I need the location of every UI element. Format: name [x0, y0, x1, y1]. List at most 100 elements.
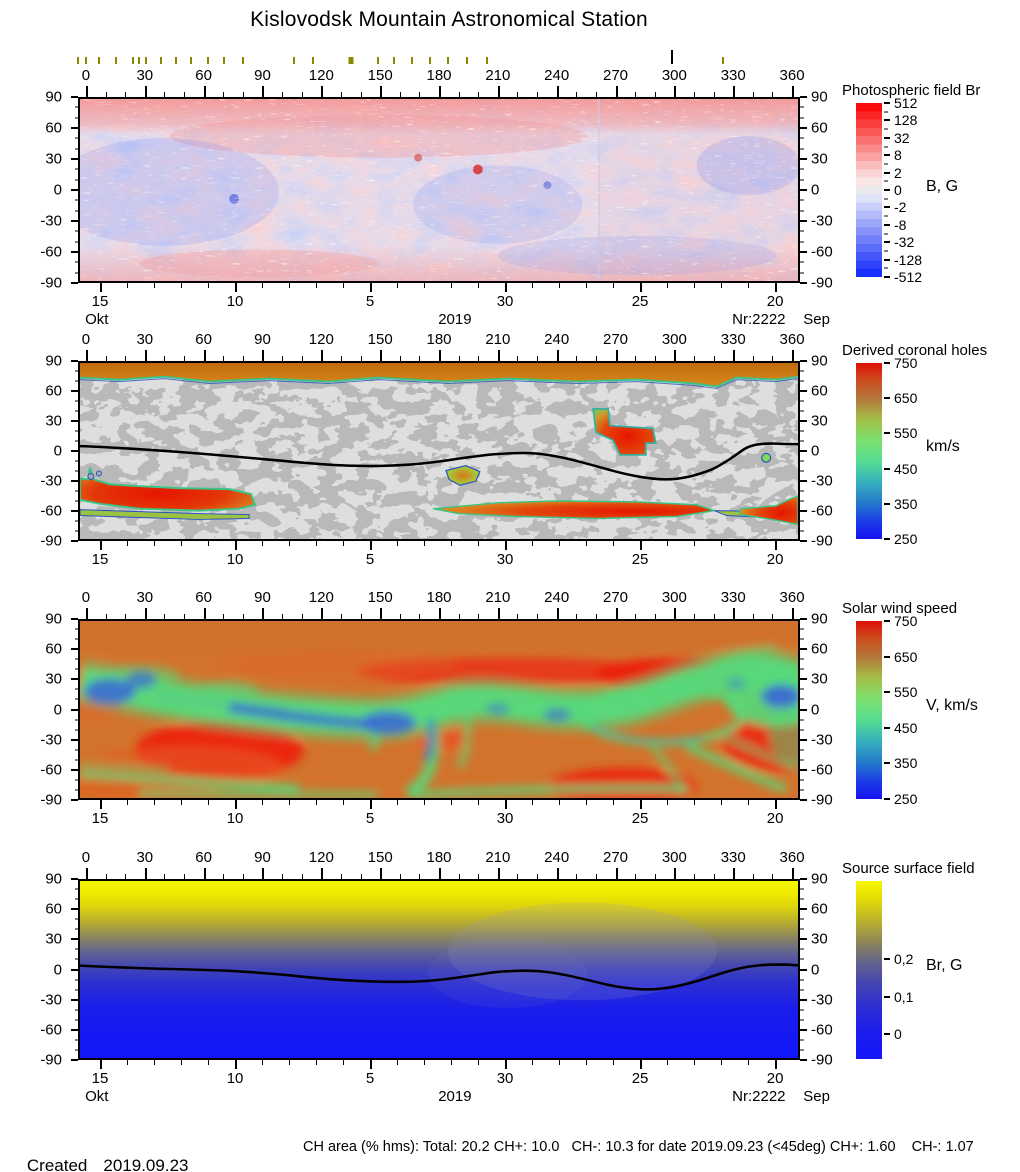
major-tick	[640, 800, 643, 809]
minor-tick	[478, 356, 480, 361]
major-tick	[144, 86, 147, 97]
minor-tick	[397, 1060, 399, 1065]
minor-tick	[800, 148, 804, 150]
latitude-tick-label: -90	[811, 1052, 833, 1069]
date-axis-ticks	[78, 283, 800, 292]
tick-text: 20	[766, 810, 784, 827]
minor-tick	[74, 1009, 78, 1011]
minor-tick	[223, 614, 225, 619]
tick-text: 210	[485, 331, 511, 348]
major-tick	[792, 868, 795, 879]
minor-tick	[752, 614, 754, 619]
tick-text: 360	[779, 589, 805, 606]
minor-tick	[478, 800, 480, 805]
observation-tick	[144, 57, 147, 64]
minor-tick	[576, 614, 578, 619]
minor-tick	[884, 267, 888, 269]
latitude-tick-label: 90	[45, 89, 62, 106]
tick-text: 450	[894, 719, 918, 736]
minor-tick	[800, 1019, 804, 1021]
major-tick	[800, 509, 807, 512]
longitude-axis-labels: 0 30 60 90 120 150 180 210 240 270 300 330 360	[78, 331, 805, 348]
major-tick	[775, 800, 778, 809]
minor-tick	[74, 137, 78, 139]
tick-mark	[884, 958, 890, 961]
tick-text: 0	[811, 961, 820, 978]
minor-tick	[800, 668, 804, 670]
minor-tick	[748, 541, 750, 546]
minor-tick	[800, 460, 804, 462]
minor-tick	[127, 541, 129, 546]
tick-text: -60	[40, 502, 62, 520]
colorbar-tick: 350	[884, 496, 917, 512]
minor-tick	[74, 779, 78, 781]
tick-mark	[884, 691, 890, 694]
longitude-tick-label: 30	[136, 331, 153, 348]
major-tick	[615, 868, 618, 879]
minor-tick	[424, 541, 426, 546]
tick-text: 0	[53, 442, 62, 460]
tick-text: 20	[766, 551, 784, 568]
tick-text: 90	[254, 67, 271, 84]
minor-tick	[74, 410, 78, 412]
major-tick	[71, 738, 78, 741]
minor-tick	[289, 1060, 291, 1065]
major-tick	[800, 998, 807, 1001]
tick-text: 30	[811, 670, 828, 688]
tick-text: 210	[485, 67, 511, 84]
minor-tick	[74, 199, 78, 201]
minor-tick	[693, 92, 695, 97]
minor-tick	[800, 898, 804, 900]
latitude-axis-labels-right: 90 60 30 0 -30 -60 -90	[811, 89, 871, 292]
latitude-tick-label: 30	[811, 150, 828, 167]
minor-tick	[301, 356, 303, 361]
major-tick	[505, 1060, 508, 1069]
tick-text: -512	[894, 269, 923, 285]
latitude-tick-label: -30	[40, 213, 62, 230]
date-meta-label: Sep	[803, 1088, 830, 1105]
minor-tick	[164, 356, 166, 361]
minor-tick	[164, 874, 166, 879]
minor-tick	[74, 1019, 78, 1021]
minor-tick	[340, 874, 342, 879]
minor-tick	[654, 356, 656, 361]
latitude-tick-label: 30	[811, 412, 828, 429]
date-tick-label: 30	[497, 1070, 514, 1087]
colorbar-tick: -2	[884, 199, 906, 215]
white-speckle-texture	[80, 99, 798, 281]
longitude-tick-label: 360	[780, 589, 805, 606]
latitude-tick-label: -30	[40, 473, 62, 490]
minor-tick	[399, 874, 401, 879]
minor-tick	[800, 698, 804, 700]
longitude-tick-label: 240	[544, 331, 569, 348]
tick-text: 30	[811, 930, 828, 948]
minor-tick	[800, 789, 804, 791]
major-tick	[380, 608, 383, 619]
major-tick	[203, 86, 206, 97]
observation-tick	[311, 57, 314, 64]
tick-text: 180	[426, 67, 452, 84]
colorbar-tick: -32	[884, 234, 914, 250]
longitude-tick-label: 0	[82, 331, 90, 348]
tick-text: 360	[779, 331, 805, 348]
latitude-axis-labels-left: 90 60 30 0 -30 -60 -90	[0, 611, 70, 809]
current-date-cursor-tick	[671, 50, 674, 64]
major-tick	[71, 708, 78, 711]
date-tick-label: 20	[767, 551, 784, 568]
longitude-tick-label: 90	[254, 589, 271, 606]
minor-tick	[74, 272, 78, 274]
major-tick	[800, 96, 807, 98]
major-tick	[439, 86, 441, 97]
source-surface-field-map	[80, 881, 798, 1058]
tick-text: 270	[603, 331, 629, 348]
major-tick	[235, 800, 238, 809]
minor-tick	[800, 490, 804, 492]
major-tick	[800, 127, 807, 129]
tick-text: 30	[136, 67, 154, 84]
tick-text: 330	[720, 331, 746, 348]
minor-tick	[748, 283, 750, 288]
colorbar-tick: 650	[884, 390, 917, 406]
minor-tick	[586, 1060, 588, 1065]
minor-tick	[694, 1060, 696, 1065]
meta-text: Sep	[803, 1088, 830, 1105]
